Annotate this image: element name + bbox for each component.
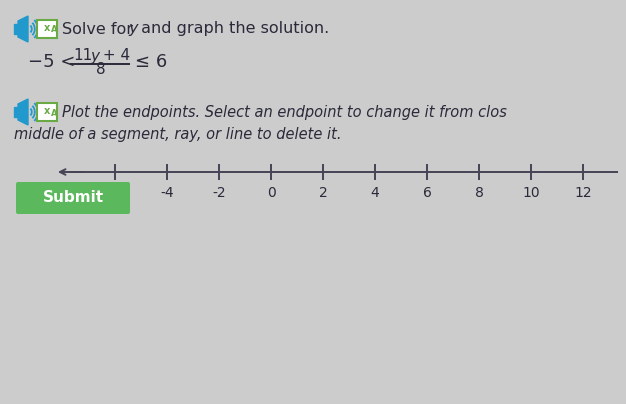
FancyBboxPatch shape: [16, 182, 130, 214]
Text: Submit: Submit: [43, 191, 103, 206]
Text: ≤ 6: ≤ 6: [135, 53, 167, 71]
Text: -2: -2: [212, 186, 226, 200]
Text: x: x: [44, 106, 50, 116]
Text: Plot the endpoints. Select an endpoint to change it from clos: Plot the endpoints. Select an endpoint t…: [62, 105, 507, 120]
Polygon shape: [18, 99, 28, 125]
Text: 0: 0: [267, 186, 275, 200]
Polygon shape: [14, 107, 19, 117]
Text: 10: 10: [522, 186, 540, 200]
Text: -6: -6: [108, 186, 122, 200]
Text: + 4: + 4: [98, 48, 130, 63]
Text: y: y: [90, 48, 99, 63]
Text: −5 <: −5 <: [28, 53, 81, 71]
FancyBboxPatch shape: [37, 103, 57, 121]
Text: 11: 11: [73, 48, 92, 63]
Text: Solve for: Solve for: [62, 21, 138, 36]
Text: 4: 4: [371, 186, 379, 200]
Text: and graph the solution.: and graph the solution.: [136, 21, 329, 36]
FancyBboxPatch shape: [37, 20, 57, 38]
Text: 8: 8: [96, 63, 106, 78]
Polygon shape: [18, 16, 28, 42]
Text: y: y: [128, 21, 138, 36]
Text: A: A: [51, 109, 58, 118]
Text: middle of a segment, ray, or line to delete it.: middle of a segment, ray, or line to del…: [14, 126, 342, 141]
Text: x: x: [44, 23, 50, 33]
Polygon shape: [14, 24, 19, 34]
Text: 6: 6: [423, 186, 431, 200]
Text: 12: 12: [574, 186, 592, 200]
Text: 8: 8: [475, 186, 483, 200]
Text: -4: -4: [160, 186, 174, 200]
Text: A: A: [51, 25, 58, 34]
Text: 2: 2: [319, 186, 327, 200]
